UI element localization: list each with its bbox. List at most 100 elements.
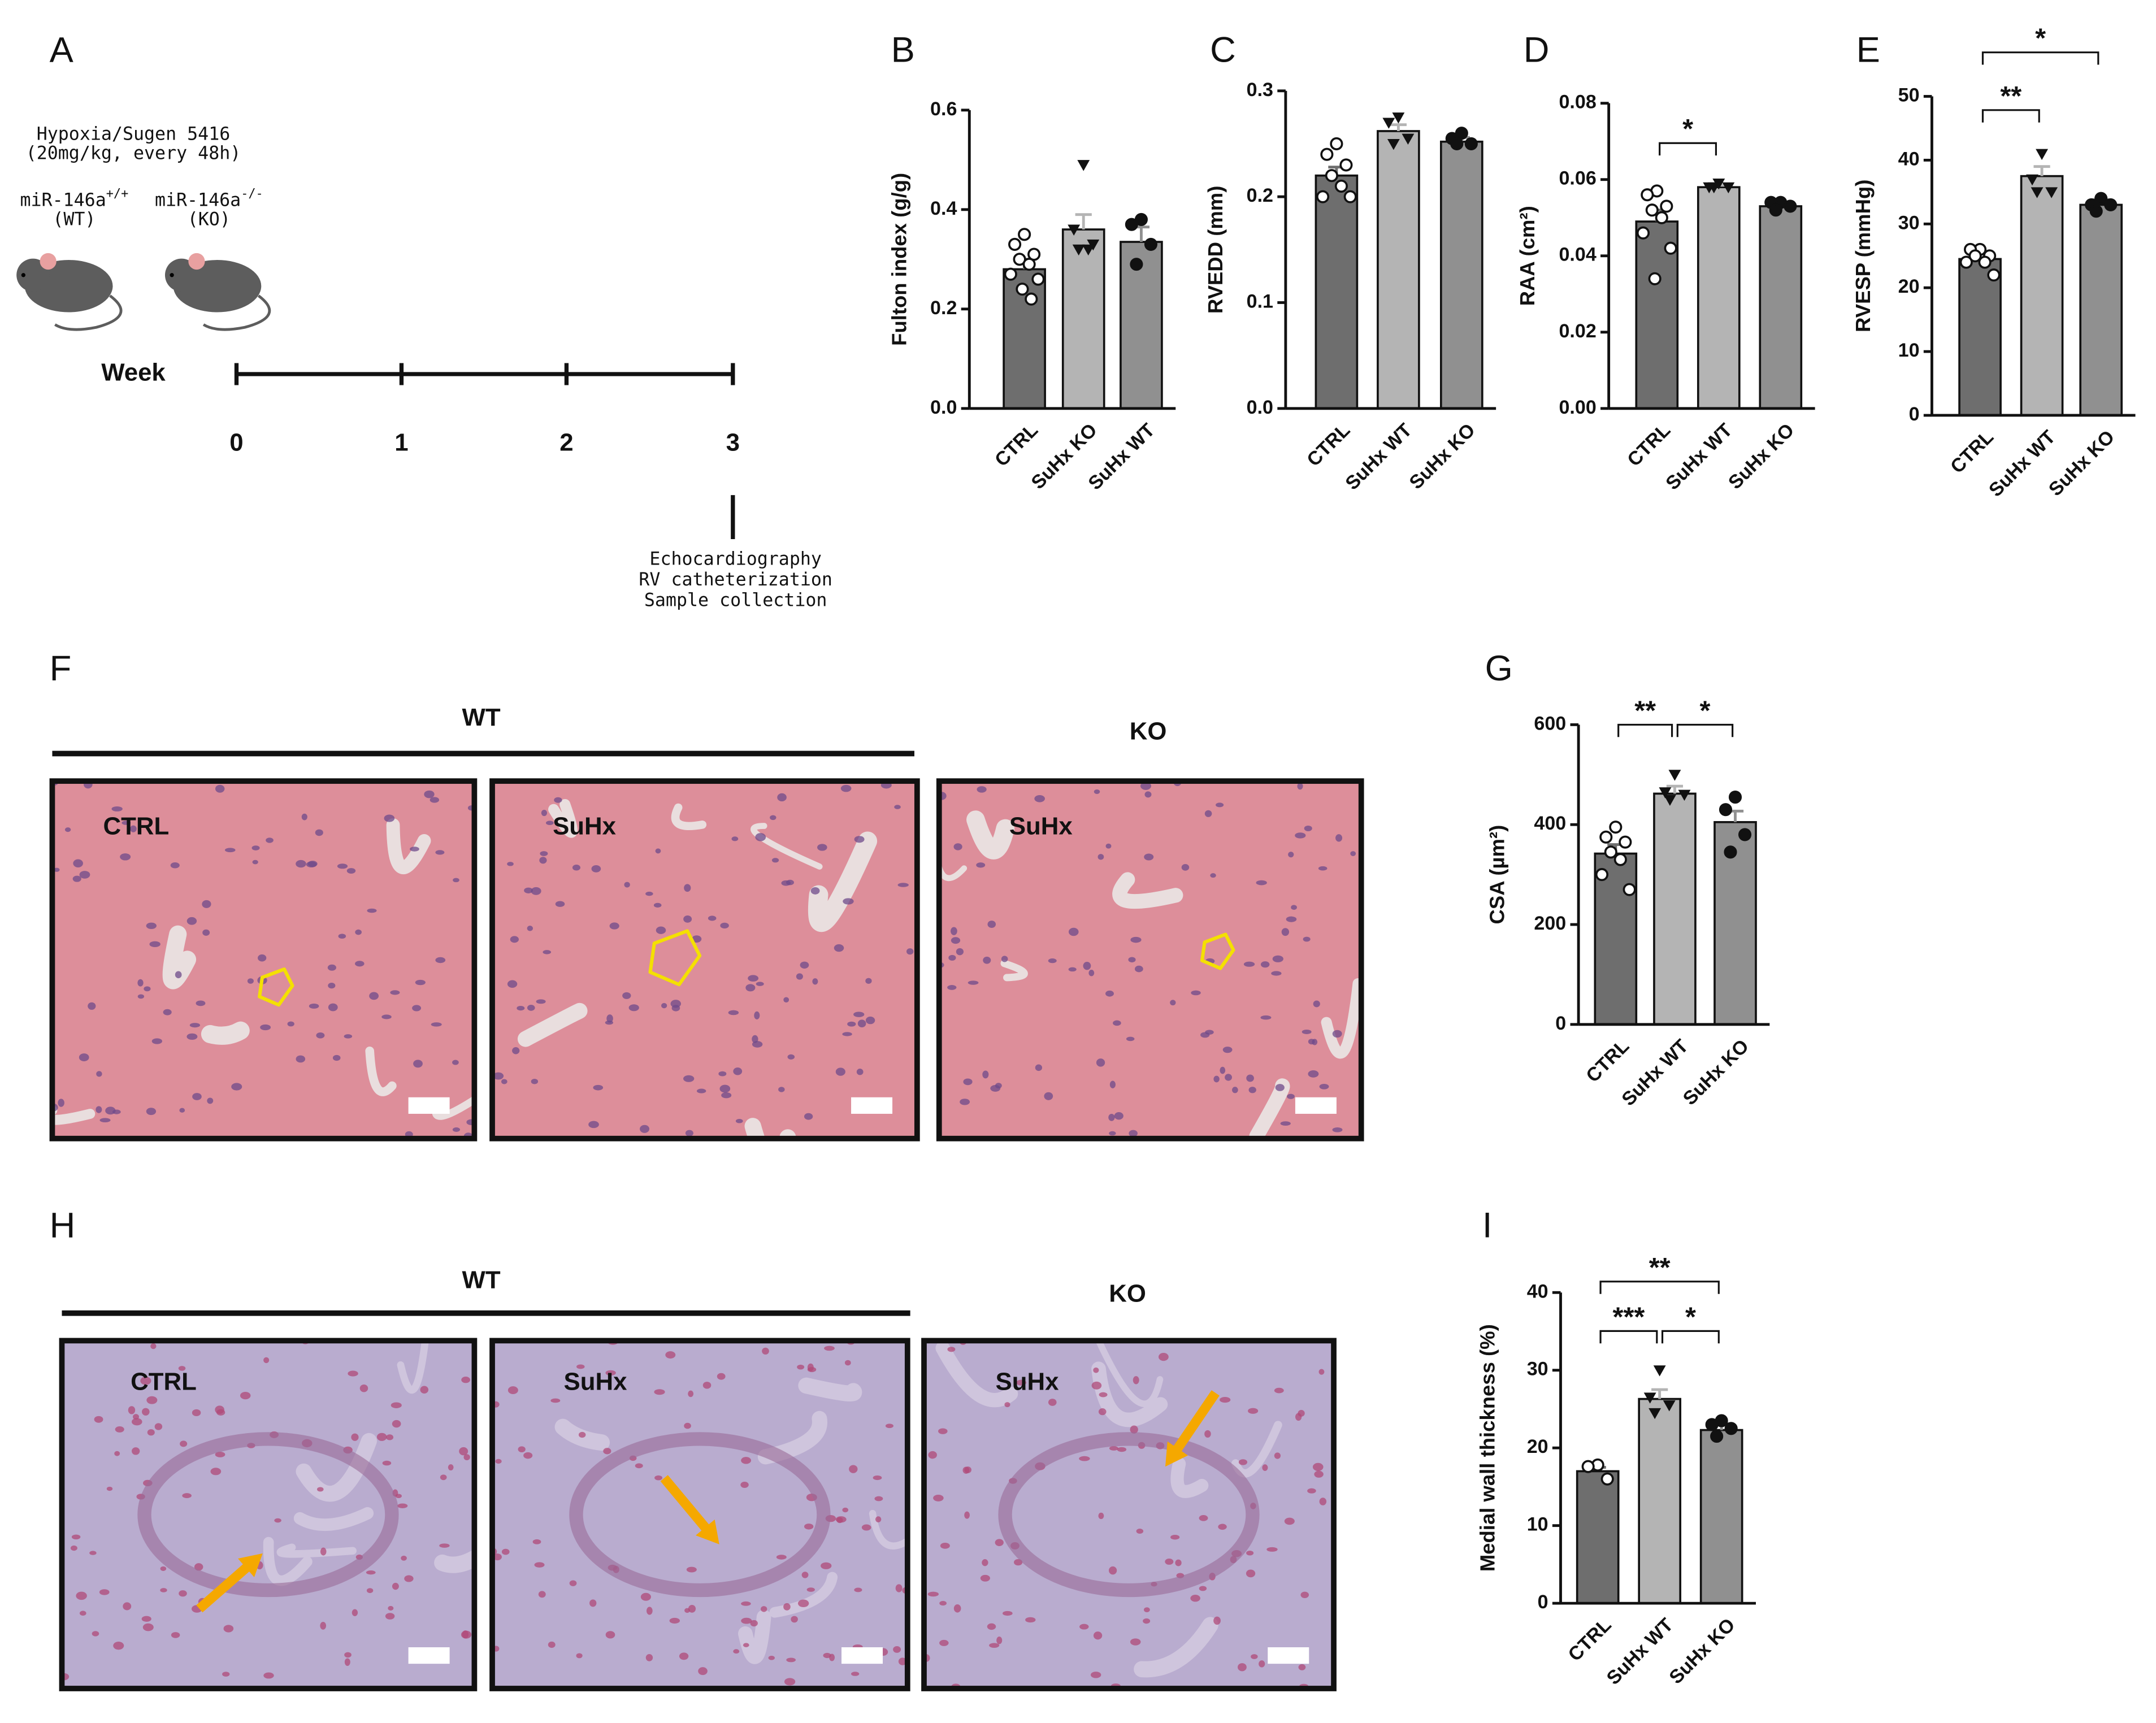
- x-tick-label: SuHx KO: [1665, 1614, 1739, 1688]
- nucleus: [1094, 789, 1100, 795]
- nucleus: [776, 1555, 787, 1560]
- y-tick-label: 0.2: [1247, 185, 1273, 206]
- nucleus: [1284, 1517, 1295, 1525]
- nucleus: [1318, 866, 1328, 871]
- significance-label: **: [1634, 695, 1656, 726]
- data-point: [1082, 244, 1095, 256]
- data-point: [1450, 137, 1464, 151]
- tissue-gap: [548, 798, 578, 838]
- nucleus: [754, 1011, 760, 1019]
- nucleus: [1199, 1515, 1208, 1521]
- nucleus: [517, 1005, 525, 1011]
- nucleus: [1001, 956, 1008, 962]
- tissue-gap: [808, 831, 878, 932]
- nucleus: [996, 1636, 1003, 1644]
- nucleus: [684, 884, 691, 892]
- y-tick-label: 0.0: [1247, 397, 1273, 418]
- nucleus: [1109, 1566, 1117, 1575]
- nucleus: [718, 1071, 727, 1077]
- nucleus: [452, 1060, 459, 1065]
- nucleus: [392, 1420, 401, 1428]
- scale-bar: [408, 1097, 450, 1114]
- nucleus: [812, 978, 818, 985]
- nucleus: [1213, 1075, 1220, 1083]
- nucleus: [390, 990, 400, 995]
- nucleus: [385, 1613, 395, 1620]
- nucleus: [171, 1632, 180, 1638]
- nucleus: [215, 1405, 224, 1414]
- nucleus: [786, 1657, 796, 1663]
- nucleus: [1093, 1631, 1103, 1640]
- nucleus: [128, 1406, 136, 1414]
- tissue: [924, 1340, 1334, 1689]
- nucleus: [274, 1518, 281, 1523]
- nucleus: [960, 1099, 970, 1105]
- nucleus: [654, 1475, 663, 1481]
- data-point: [2045, 187, 2058, 198]
- nucleus: [947, 1347, 956, 1352]
- nucleus: [893, 1646, 901, 1653]
- nucleus: [653, 902, 662, 908]
- nucleus: [1003, 1611, 1013, 1616]
- nucleus: [224, 848, 236, 853]
- bar: [1653, 792, 1697, 1026]
- data-point: [1724, 1422, 1738, 1435]
- nucleus: [320, 1621, 327, 1630]
- y-axis-label: Fulton index (g/g): [887, 173, 910, 346]
- data-point: [1653, 1365, 1666, 1377]
- tissue-gap: [1231, 1421, 1282, 1478]
- data-point: [1144, 237, 1158, 251]
- tissue-gap: [935, 1341, 1018, 1408]
- data-point: [1663, 795, 1676, 806]
- nucleus: [1210, 873, 1216, 878]
- data-point: [1722, 182, 1735, 194]
- scale-bar: [1268, 1647, 1309, 1664]
- bar: [1759, 205, 1803, 410]
- tissue-gap: [365, 1047, 397, 1096]
- nucleus: [252, 860, 258, 865]
- nucleus: [381, 1014, 392, 1019]
- tissue-gap: [293, 1507, 374, 1531]
- data-point: [1031, 272, 1045, 286]
- nucleus: [796, 973, 803, 980]
- nucleus: [160, 1588, 167, 1592]
- nucleus: [541, 810, 548, 817]
- y-tick-label: 0.1: [1247, 290, 1273, 312]
- nucleus: [645, 1653, 653, 1661]
- nucleus: [501, 1548, 510, 1555]
- nucleus: [865, 978, 872, 984]
- nucleus: [182, 1493, 192, 1499]
- nucleus: [1090, 1672, 1101, 1678]
- nucleus: [605, 1631, 615, 1639]
- nucleus: [1248, 1408, 1259, 1414]
- significance-bracket: [1599, 1330, 1658, 1344]
- nucleus: [834, 944, 844, 952]
- data-point: [1784, 199, 1797, 213]
- nucleus: [536, 999, 546, 1004]
- nucleus: [431, 1022, 442, 1027]
- tissue-gap: [1091, 1361, 1168, 1427]
- nucleus: [523, 1452, 533, 1459]
- error-bar: [1666, 784, 1684, 794]
- nucleus: [359, 1384, 368, 1392]
- nucleus: [507, 862, 514, 866]
- nucleus: [1117, 1447, 1127, 1452]
- x-tick-label: SuHx WT: [1985, 426, 2060, 501]
- nucleus: [797, 1599, 809, 1608]
- y-tick-label: 10: [1527, 1514, 1548, 1535]
- data-point: [1077, 160, 1090, 171]
- nucleus: [940, 1543, 950, 1549]
- nucleus: [92, 1631, 99, 1637]
- y-tick-label: 0.4: [930, 198, 957, 219]
- nucleus: [708, 915, 717, 921]
- data-point: [1719, 803, 1733, 817]
- nucleus: [1298, 1664, 1306, 1670]
- nucleus: [344, 1658, 350, 1666]
- nucleus: [328, 1003, 338, 1012]
- bar: [2079, 203, 2123, 416]
- nucleus: [266, 837, 274, 843]
- nucleus: [684, 1422, 691, 1429]
- data-point: [1987, 268, 2001, 282]
- nucleus: [605, 1370, 616, 1376]
- y-tick-label: 40: [1898, 148, 1920, 170]
